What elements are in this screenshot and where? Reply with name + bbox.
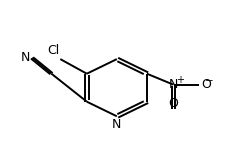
Text: +: + (175, 75, 183, 85)
Text: Cl: Cl (47, 44, 59, 57)
Text: O: O (168, 97, 178, 110)
Text: N: N (168, 78, 177, 91)
Text: N: N (21, 51, 30, 64)
Text: N: N (112, 118, 121, 131)
Text: −: − (204, 76, 213, 86)
Text: O: O (201, 78, 211, 91)
